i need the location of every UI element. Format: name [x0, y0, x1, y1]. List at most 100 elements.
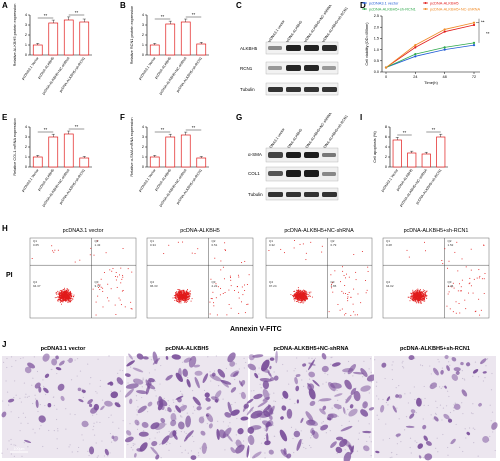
event-point: [179, 295, 181, 297]
event-point: [361, 251, 363, 252]
event-point: [188, 297, 190, 298]
event-point: [230, 285, 232, 287]
event-point: [66, 289, 67, 291]
event-point: [185, 301, 187, 303]
event-point: [178, 297, 180, 299]
stained-cell: [264, 440, 271, 446]
stained-cell: [466, 431, 471, 436]
event-point: [185, 299, 187, 301]
stained-cell: [360, 409, 369, 417]
panel-letter-a: A: [2, 1, 8, 10]
series-point: [414, 46, 417, 49]
event-point: [186, 291, 188, 293]
event-point: [302, 296, 304, 297]
event-point: [301, 298, 303, 300]
stained-cell: [136, 390, 148, 394]
membrane-pore: [22, 412, 24, 414]
stained-cell: [38, 415, 46, 423]
event-point: [61, 295, 63, 297]
event-point: [182, 299, 184, 301]
stained-cell: [262, 380, 270, 390]
membrane-pore: [488, 439, 490, 441]
event-point: [69, 296, 70, 298]
event-point: [213, 302, 215, 304]
event-point: [175, 293, 177, 295]
event-point: [299, 295, 301, 297]
event-point: [417, 299, 418, 301]
membrane-pore: [448, 395, 450, 398]
membrane-pore: [314, 357, 316, 359]
stained-cell: [214, 390, 222, 399]
event-point: [412, 295, 414, 296]
event-point: [60, 293, 62, 295]
event-point: [186, 301, 187, 303]
event-point: [410, 296, 412, 298]
event-point: [415, 291, 417, 293]
event-point: [65, 298, 67, 299]
event-point: [422, 297, 424, 299]
event-point: [306, 294, 308, 295]
event-point: [69, 299, 71, 301]
event-point: [345, 277, 346, 279]
event-point: [294, 240, 295, 241]
event-point: [120, 304, 122, 306]
membrane-pore: [438, 361, 440, 363]
membrane-pore: [242, 440, 245, 442]
event-point: [61, 293, 63, 295]
event-point: [69, 301, 71, 303]
event-point: [469, 277, 471, 279]
membrane-pore: [22, 357, 24, 359]
event-point: [178, 300, 180, 302]
event-point: [175, 296, 177, 298]
y-axis-title: Cell viability (OD=490nm): [365, 22, 369, 66]
event-point: [302, 243, 304, 245]
membrane-pore: [11, 365, 13, 368]
membrane-pore: [97, 455, 99, 457]
event-point: [347, 296, 349, 298]
event-point: [179, 294, 181, 296]
event-point: [241, 262, 243, 264]
event-point: [302, 299, 304, 301]
event-point: [177, 297, 178, 299]
stained-cell: [68, 357, 73, 363]
membrane-pore: [234, 401, 236, 404]
quadrant-q4-label: Q4: [386, 280, 391, 285]
event-point: [424, 295, 426, 297]
event-point: [186, 296, 188, 298]
event-point: [421, 293, 423, 295]
event-point: [423, 300, 425, 302]
event-point: [70, 298, 71, 300]
event-point: [297, 287, 299, 289]
event-point: [416, 291, 418, 293]
event-point: [310, 241, 312, 243]
event-point: [209, 301, 211, 303]
membrane-pore: [348, 420, 350, 422]
event-point: [352, 303, 354, 305]
membrane-pore: [273, 400, 275, 402]
event-point: [176, 293, 177, 295]
event-point: [238, 312, 240, 314]
stained-cell: [188, 355, 197, 368]
membrane-pore: [180, 445, 182, 447]
event-point: [178, 302, 180, 304]
stained-cell: [348, 408, 358, 417]
membrane-pore: [69, 413, 71, 415]
event-point: [175, 292, 177, 294]
event-point: [178, 298, 180, 300]
event-point: [305, 298, 307, 300]
event-point: [64, 292, 66, 294]
event-point: [97, 295, 99, 297]
event-point: [118, 297, 120, 299]
membrane-pore: [96, 456, 98, 458]
membrane-pore: [87, 363, 89, 365]
event-point: [184, 291, 186, 293]
event-point: [177, 299, 179, 301]
event-point: [301, 298, 302, 300]
event-point: [425, 294, 427, 296]
flow-plot-title: pcDNA-ALKBH5+sh-RCN1: [403, 228, 469, 234]
quadrant-q4-value: 94.37: [33, 283, 41, 288]
event-point: [331, 282, 333, 284]
stained-cell: [165, 355, 169, 360]
membrane-pore: [402, 366, 404, 368]
membrane-pore: [400, 441, 402, 443]
